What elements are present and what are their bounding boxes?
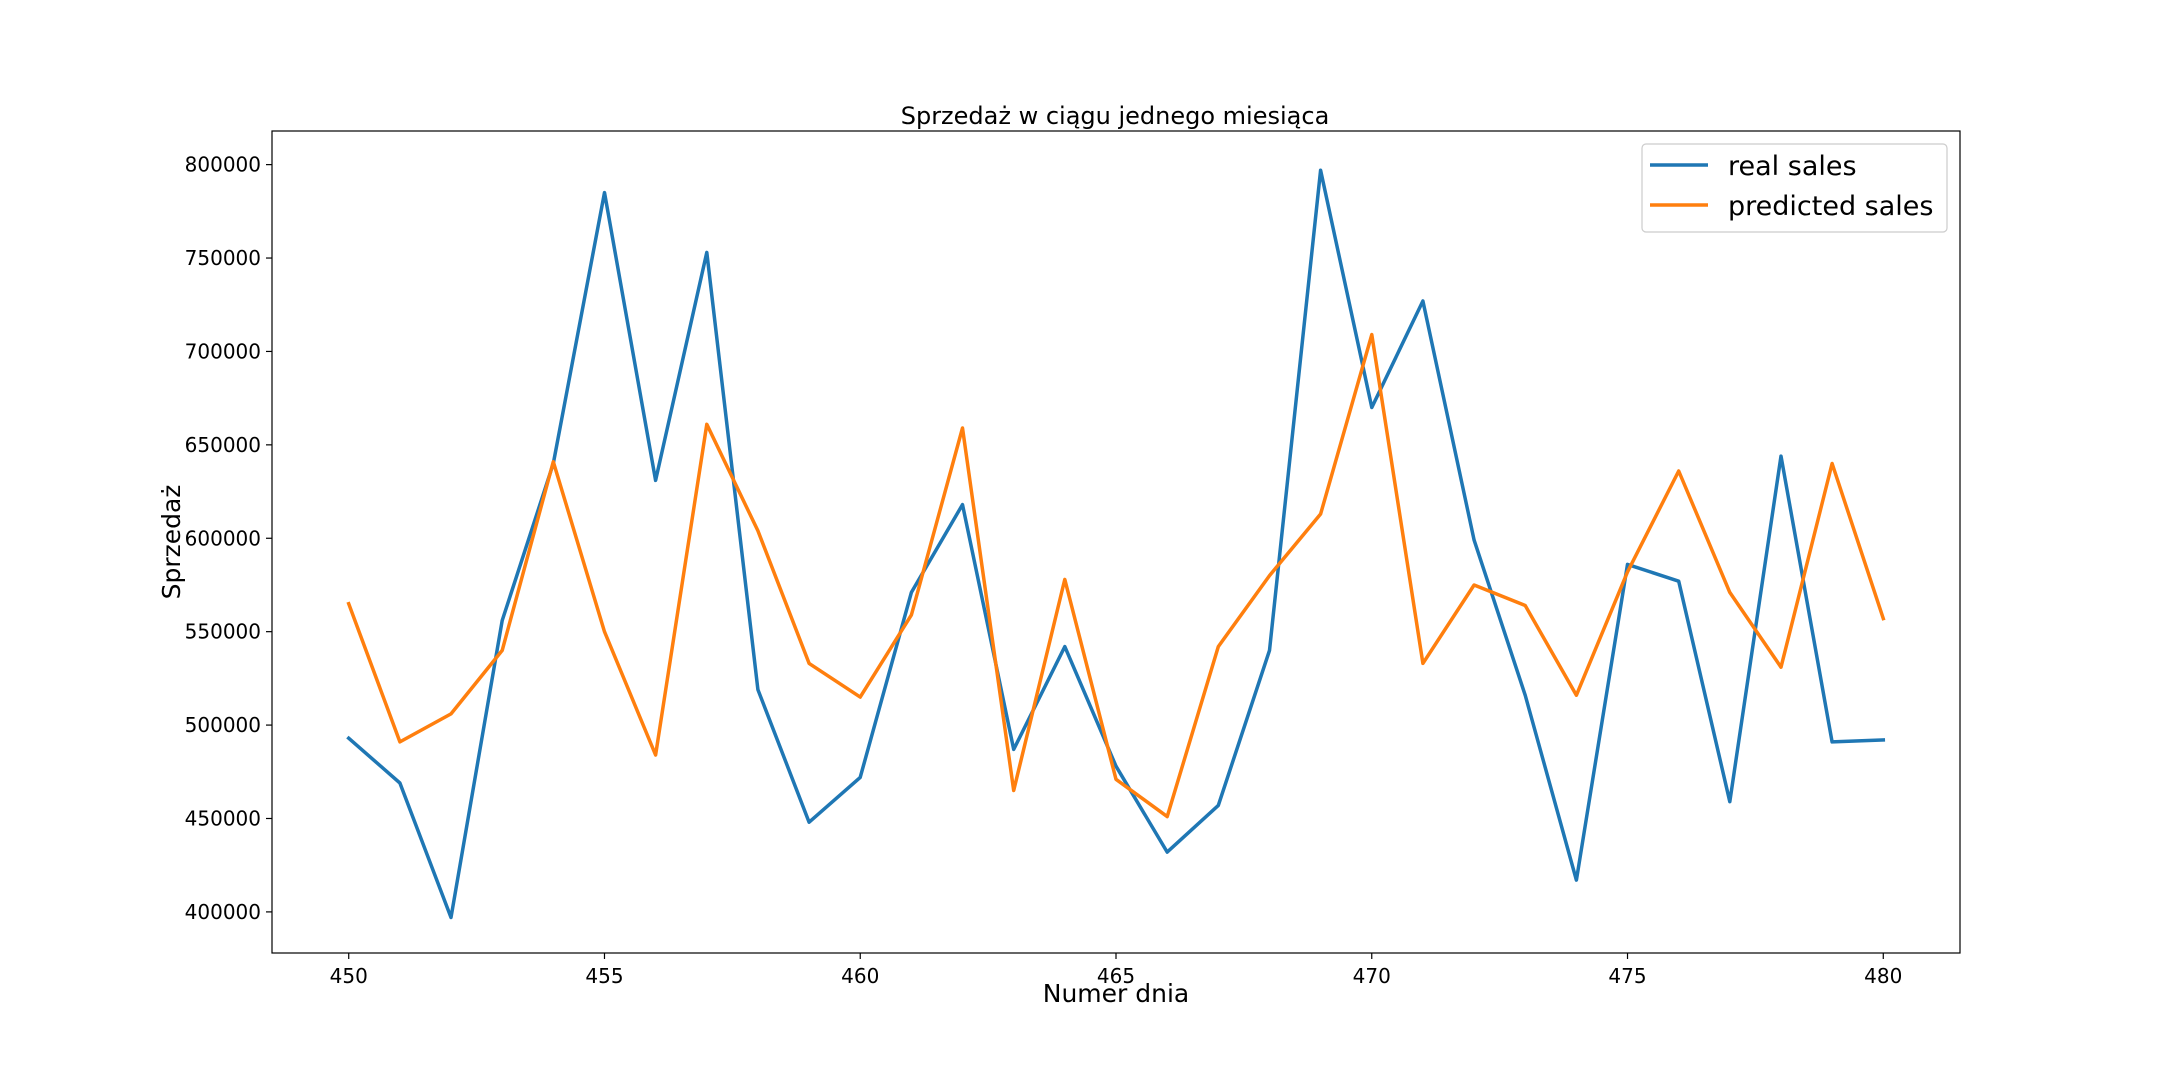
y-tick-label: 750000 [185,246,261,270]
legend-label-predicted-sales: predicted sales [1728,191,1933,222]
x-tick-label: 480 [1864,964,1902,988]
series-line-predicted-sales [346,332,1886,819]
series-line-real-sales [346,168,1886,920]
chart-title: Sprzedaż w ciągu jednego miesiąca [901,102,1330,130]
y-tick-label: 800000 [185,153,261,177]
x-tick-label: 460 [841,964,879,988]
x-axis-label: Numer dnia [1043,979,1189,1008]
y-tick-label: 600000 [185,526,261,550]
y-axis-label: Sprzedaż [157,485,186,600]
x-axis: 450 455 460 465 470 475 480 [330,953,1902,988]
y-tick-label: 550000 [185,620,261,644]
x-tick-label: 455 [585,964,623,988]
y-tick-label: 700000 [185,339,261,363]
x-tick-label: 450 [330,964,368,988]
x-tick-label: 470 [1353,964,1391,988]
legend-box [1641,143,1948,233]
x-tick-label: 475 [1608,964,1646,988]
series-layer [346,168,1886,920]
y-tick-label: 450000 [185,806,261,830]
y-tick-label: 400000 [185,900,261,924]
y-tick-label: 500000 [185,713,261,737]
y-axis: 400000 450000 500000 550000 600000 650000 7000… [185,153,272,924]
x-tick-label: 465 [1097,964,1135,988]
y-tick-label: 650000 [185,433,261,457]
legend: real sales predicted sales [1641,143,1948,233]
legend-label-real-sales: real sales [1728,151,1857,182]
